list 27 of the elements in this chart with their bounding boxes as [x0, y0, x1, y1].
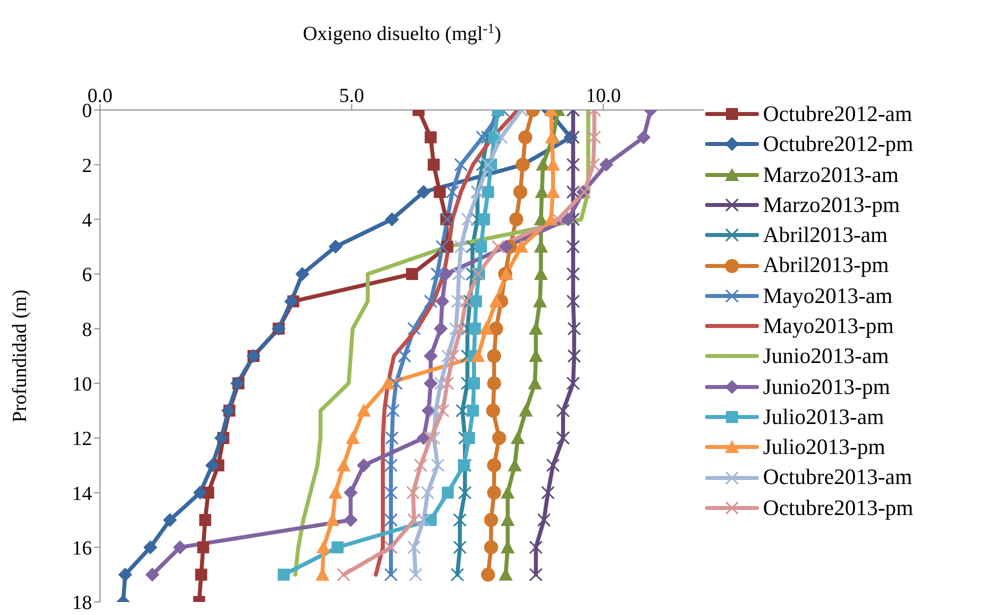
y-tick-label: 14	[72, 482, 92, 505]
y-tick-label: 18	[72, 592, 92, 614]
y-tick-label: 8	[82, 318, 92, 341]
legend-label: Junio2013-am	[763, 342, 889, 370]
legend-label: Abril2013-am	[763, 221, 888, 250]
legend-label: Octubre2012-am	[763, 100, 912, 128]
legend-label: Mayo2013-am	[763, 282, 893, 310]
y-tick-label: 10	[72, 373, 92, 396]
y-tick-label: 12	[72, 428, 92, 450]
legend-label: Octubre2012-pm	[763, 130, 914, 158]
legend-label: Junio2013-pm	[763, 372, 890, 401]
x-tick-label: 5.0	[339, 85, 364, 107]
legend-label: Julio2013-am	[763, 402, 884, 431]
y-tick-label: 6	[82, 264, 92, 286]
legend-label: Julio2013-pm	[763, 433, 886, 462]
legend-label: Marzo2013-pm	[763, 190, 900, 219]
y-tick-label: 16	[72, 537, 92, 560]
y-axis-title: Profundidad (m)	[9, 290, 31, 422]
legend-label: Marzo2013-am	[763, 160, 899, 189]
legend-label: Octubre2013-pm	[763, 494, 914, 522]
x-tick-label: 10.0	[586, 85, 621, 107]
legend-label: Abril2013-pm	[763, 251, 889, 280]
y-tick-label: 2	[82, 154, 92, 177]
y-tick-label: 4	[82, 209, 92, 232]
legend-label: Mayo2013-pm	[763, 312, 894, 340]
legend-label: Octubre2013-am	[763, 463, 912, 492]
x-axis-title: Oxigeno disuelto (mgl$^{-1}$)	[302, 22, 502, 45]
